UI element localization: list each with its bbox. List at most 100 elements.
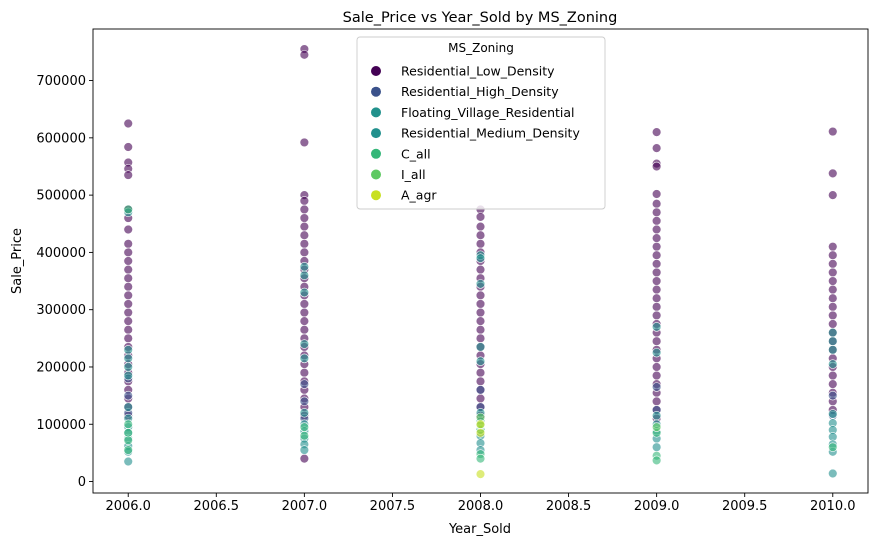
data-point-3-1 xyxy=(123,353,133,364)
data-point-0-61 xyxy=(475,212,486,222)
data-point-4-13 xyxy=(828,442,838,452)
data-point-0-99 xyxy=(651,276,662,286)
y-axis: 0 100000 200000 300000 400000 500000 600000 700… xyxy=(36,74,93,490)
data-point-6-1 xyxy=(475,419,486,429)
data-point-0-98 xyxy=(651,267,662,278)
data-point-0-134 xyxy=(828,370,838,381)
data-point-2-15 xyxy=(828,359,838,369)
data-point-0-100 xyxy=(651,284,662,295)
data-point-1-3 xyxy=(299,379,310,389)
data-point-0-125 xyxy=(828,293,838,303)
data-point-2-10 xyxy=(475,356,486,366)
legend-marker-5 xyxy=(371,169,381,180)
data-point-0-38 xyxy=(299,239,310,249)
data-point-0-37 xyxy=(299,230,310,240)
y-tick-label: 600000 xyxy=(36,131,86,146)
data-point-0-33 xyxy=(299,196,310,206)
data-point-0-102 xyxy=(651,302,662,312)
data-point-0-74 xyxy=(475,325,486,335)
data-point-2-8 xyxy=(475,279,486,289)
data-point-0-95 xyxy=(651,241,662,252)
data-point-1-1 xyxy=(123,390,133,401)
data-point-2-14 xyxy=(828,345,838,355)
legend-label-4: C_all xyxy=(401,146,431,161)
legend-marker-6 xyxy=(371,190,381,201)
data-point-3-30 xyxy=(828,409,838,419)
data-point-0-67 xyxy=(475,264,486,275)
data-point-0-91 xyxy=(651,207,662,218)
data-point-0-86 xyxy=(651,143,662,153)
data-point-0-119 xyxy=(828,241,838,252)
data-point-0-101 xyxy=(651,293,662,303)
legend-marker-3 xyxy=(371,128,381,139)
data-point-2-12 xyxy=(651,347,662,358)
data-point-0-0 xyxy=(123,118,133,129)
data-point-0-116 xyxy=(828,126,838,137)
x-tick-label: 2010.0 xyxy=(810,499,856,514)
chart-title: Sale_Price vs Year_Sold by MS_Zoning xyxy=(343,10,618,26)
legend-marker-1 xyxy=(371,86,381,97)
data-point-3-11 xyxy=(299,408,310,418)
data-point-0-110 xyxy=(651,370,662,381)
data-point-0-85 xyxy=(651,127,662,137)
data-point-0-15 xyxy=(123,299,133,309)
data-point-3-17 xyxy=(475,253,486,263)
data-point-3-2 xyxy=(123,402,133,412)
data-point-0-103 xyxy=(651,310,662,321)
data-point-0-82 xyxy=(475,393,486,404)
data-point-0-80 xyxy=(475,376,486,386)
data-point-0-123 xyxy=(828,276,838,286)
data-point-0-4 xyxy=(123,170,133,180)
x-tick-label: 2007.5 xyxy=(370,499,416,514)
x-tick-label: 2006.0 xyxy=(105,499,151,514)
data-point-1-4 xyxy=(299,396,310,407)
data-point-0-88 xyxy=(651,161,662,172)
data-point-0-92 xyxy=(651,216,662,226)
data-point-4-5 xyxy=(299,422,310,432)
data-point-0-62 xyxy=(475,221,486,232)
data-point-0-120 xyxy=(828,250,838,260)
data-point-0-14 xyxy=(123,290,133,301)
data-point-0-97 xyxy=(651,259,662,269)
data-point-0-96 xyxy=(651,250,662,260)
x-tick-label: 2009.0 xyxy=(634,499,680,514)
data-point-1-8 xyxy=(651,382,662,392)
data-point-2-2 xyxy=(123,370,133,381)
data-point-0-59 xyxy=(299,453,310,464)
data-point-0-70 xyxy=(475,290,486,301)
data-point-0-35 xyxy=(299,213,310,223)
data-point-0-122 xyxy=(828,267,838,278)
x-tick-label: 2008.0 xyxy=(458,499,504,514)
data-point-4-1 xyxy=(123,419,133,429)
legend-label-5: I_all xyxy=(401,167,426,182)
legend-label-2: Floating_Village_Residential xyxy=(401,105,575,120)
data-point-0-11 xyxy=(123,264,133,275)
legend-label-0: Residential_Low_Density xyxy=(401,64,555,79)
data-point-6-2 xyxy=(475,428,486,438)
data-point-0-71 xyxy=(475,299,486,309)
data-point-2-1 xyxy=(123,362,133,372)
data-point-0-109 xyxy=(651,362,662,372)
points-layer xyxy=(123,44,838,479)
data-point-2-5 xyxy=(299,339,310,349)
data-point-0-19 xyxy=(123,333,133,344)
legend-label-1: Residential_High_Density xyxy=(401,84,559,99)
data-point-2-6 xyxy=(299,353,310,364)
data-point-6-0 xyxy=(475,469,486,479)
data-point-0-121 xyxy=(828,259,838,269)
legend-items: Residential_Low_Density Residential_High_… xyxy=(371,64,580,203)
data-point-0-1 xyxy=(123,142,133,152)
data-point-3-9 xyxy=(123,456,133,467)
data-point-0-75 xyxy=(475,333,486,344)
data-point-4-6 xyxy=(299,431,310,441)
data-point-0-16 xyxy=(123,307,133,318)
y-tick-label: 300000 xyxy=(36,303,86,318)
data-point-0-9 xyxy=(123,247,133,258)
x-tick-label: 2007.0 xyxy=(282,499,328,514)
data-point-0-10 xyxy=(123,256,133,266)
y-tick-label: 100000 xyxy=(36,418,86,433)
legend-marker-0 xyxy=(371,66,381,76)
data-point-0-63 xyxy=(475,230,486,240)
